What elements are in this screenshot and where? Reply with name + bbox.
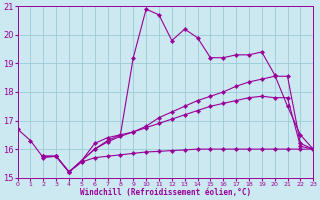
- X-axis label: Windchill (Refroidissement éolien,°C): Windchill (Refroidissement éolien,°C): [80, 188, 251, 197]
